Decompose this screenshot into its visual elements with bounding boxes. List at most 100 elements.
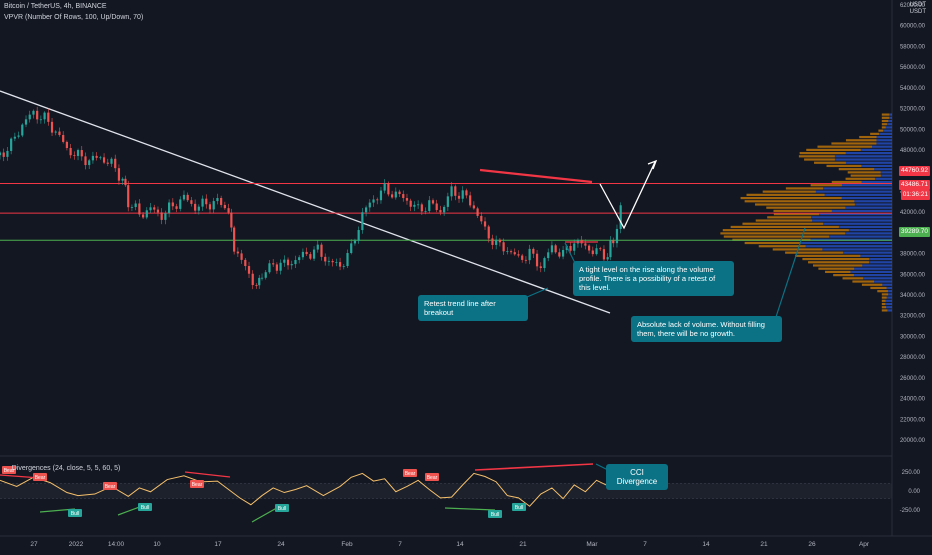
candle-body xyxy=(498,239,501,243)
candle-body xyxy=(268,263,271,273)
candle-body xyxy=(17,135,20,137)
vp-row-down xyxy=(806,148,861,151)
candle-body xyxy=(43,112,46,120)
vp-row-down xyxy=(881,126,886,129)
cci-line xyxy=(0,472,625,507)
candle-body xyxy=(10,138,13,151)
candle-body xyxy=(558,252,561,257)
candle-body xyxy=(338,262,342,267)
candle-body xyxy=(609,240,612,258)
vp-row-down xyxy=(773,213,820,216)
candle-body xyxy=(141,214,145,218)
vp-row-down xyxy=(730,225,839,229)
vp-row-up xyxy=(879,132,892,135)
vp-row-down xyxy=(802,257,870,261)
candle-body xyxy=(502,242,505,252)
candle-body xyxy=(194,203,197,211)
vp-row-down xyxy=(744,200,855,203)
candle-body xyxy=(301,251,305,258)
candle-body xyxy=(524,259,528,261)
candle-body xyxy=(47,112,50,122)
annotation-volume[interactable]: Absolute lack of volume. Without filling… xyxy=(631,316,782,342)
vp-row-down xyxy=(850,174,881,177)
candle-body xyxy=(539,266,542,269)
vp-row-up xyxy=(876,135,892,139)
bear-tag: Bear xyxy=(105,484,116,490)
vp-row-down xyxy=(842,277,864,280)
vp-row-down xyxy=(794,254,861,257)
candle-body xyxy=(106,162,109,164)
candle-body xyxy=(138,203,141,215)
vp-row-up xyxy=(845,161,892,164)
time-tick-label: 21 xyxy=(519,541,527,548)
candle-body xyxy=(186,194,189,201)
candle-body xyxy=(599,248,602,250)
vp-row-down xyxy=(881,116,890,119)
candle-body xyxy=(233,227,236,252)
vp-row-down xyxy=(758,245,806,248)
vp-row-up xyxy=(862,264,892,267)
vp-row-down xyxy=(744,241,801,245)
annotation-tight-level[interactable]: A tight level on the rise along the volu… xyxy=(573,261,734,296)
vp-row-down xyxy=(881,302,886,306)
vp-row-down xyxy=(798,155,835,158)
candle-body xyxy=(279,262,282,271)
time-tick-label: 17 xyxy=(214,541,222,548)
price-tick-label: 26000.00 xyxy=(900,376,926,382)
candle-body xyxy=(584,243,587,246)
price-tick-label: 30000.00 xyxy=(900,334,926,340)
candle-body xyxy=(160,212,163,220)
oscillator-label[interactable]: ... Divergences (24, close, 5, 5, 60, 5) xyxy=(4,465,121,472)
candle-body xyxy=(21,124,24,136)
candle-body xyxy=(320,244,323,257)
vp-row-up xyxy=(888,293,892,296)
candle-body xyxy=(509,251,513,253)
candle-body xyxy=(175,206,178,209)
vp-row-up xyxy=(886,296,892,299)
osc-band xyxy=(0,483,892,499)
candle-body xyxy=(69,148,72,156)
symbol-title[interactable]: Bitcoin / TetherUS, 4h, BINANCE xyxy=(4,3,107,10)
candle-body xyxy=(457,195,461,199)
vp-row-up xyxy=(811,216,892,219)
vp-row-up xyxy=(854,267,892,270)
annotation-retest[interactable]: Retest trend line after breakout xyxy=(418,295,528,321)
candle-body xyxy=(28,114,31,120)
candle-body xyxy=(480,215,483,222)
vp-row-up xyxy=(860,148,892,151)
vp-row-down xyxy=(773,209,832,213)
bull-tag-bg xyxy=(68,509,82,517)
vp-row-up xyxy=(850,270,892,274)
time-tick-label: Mar xyxy=(586,541,598,548)
vp-row-up xyxy=(854,200,892,203)
vp-row-down xyxy=(845,139,877,142)
candle-body xyxy=(595,248,598,255)
cci-bear-divergence xyxy=(474,463,594,471)
candle-body xyxy=(454,186,457,196)
vp-row-down xyxy=(723,235,830,238)
time-tick-label: 10 xyxy=(153,541,161,548)
candle-body xyxy=(368,202,371,208)
bull-tag: Bull xyxy=(278,506,286,512)
candle-body xyxy=(391,194,394,198)
candle-body xyxy=(350,243,353,254)
bear-tag-bg xyxy=(2,466,16,474)
bear-tag: Bear xyxy=(35,475,46,481)
volume-pointer xyxy=(774,227,806,321)
time-tick-label: 7 xyxy=(643,541,647,548)
vp-row-down xyxy=(838,168,875,171)
vp-row-down xyxy=(859,135,877,139)
candle-body xyxy=(420,204,423,212)
vpvr-indicator-label[interactable]: VPVR (Number Of Rows, 100, Up/Down, 70) xyxy=(4,14,144,21)
bull-tag: Bull xyxy=(515,505,523,511)
vp-row-down xyxy=(881,296,887,299)
vp-row-up xyxy=(838,225,892,229)
bull-tag-bg xyxy=(488,510,502,518)
projection-arrowhead xyxy=(647,159,658,170)
candle-body xyxy=(102,157,106,163)
candle-body xyxy=(294,260,297,265)
candle-body xyxy=(561,250,565,257)
annotation-cci-divergence[interactable]: CCI Divergence xyxy=(606,464,668,490)
